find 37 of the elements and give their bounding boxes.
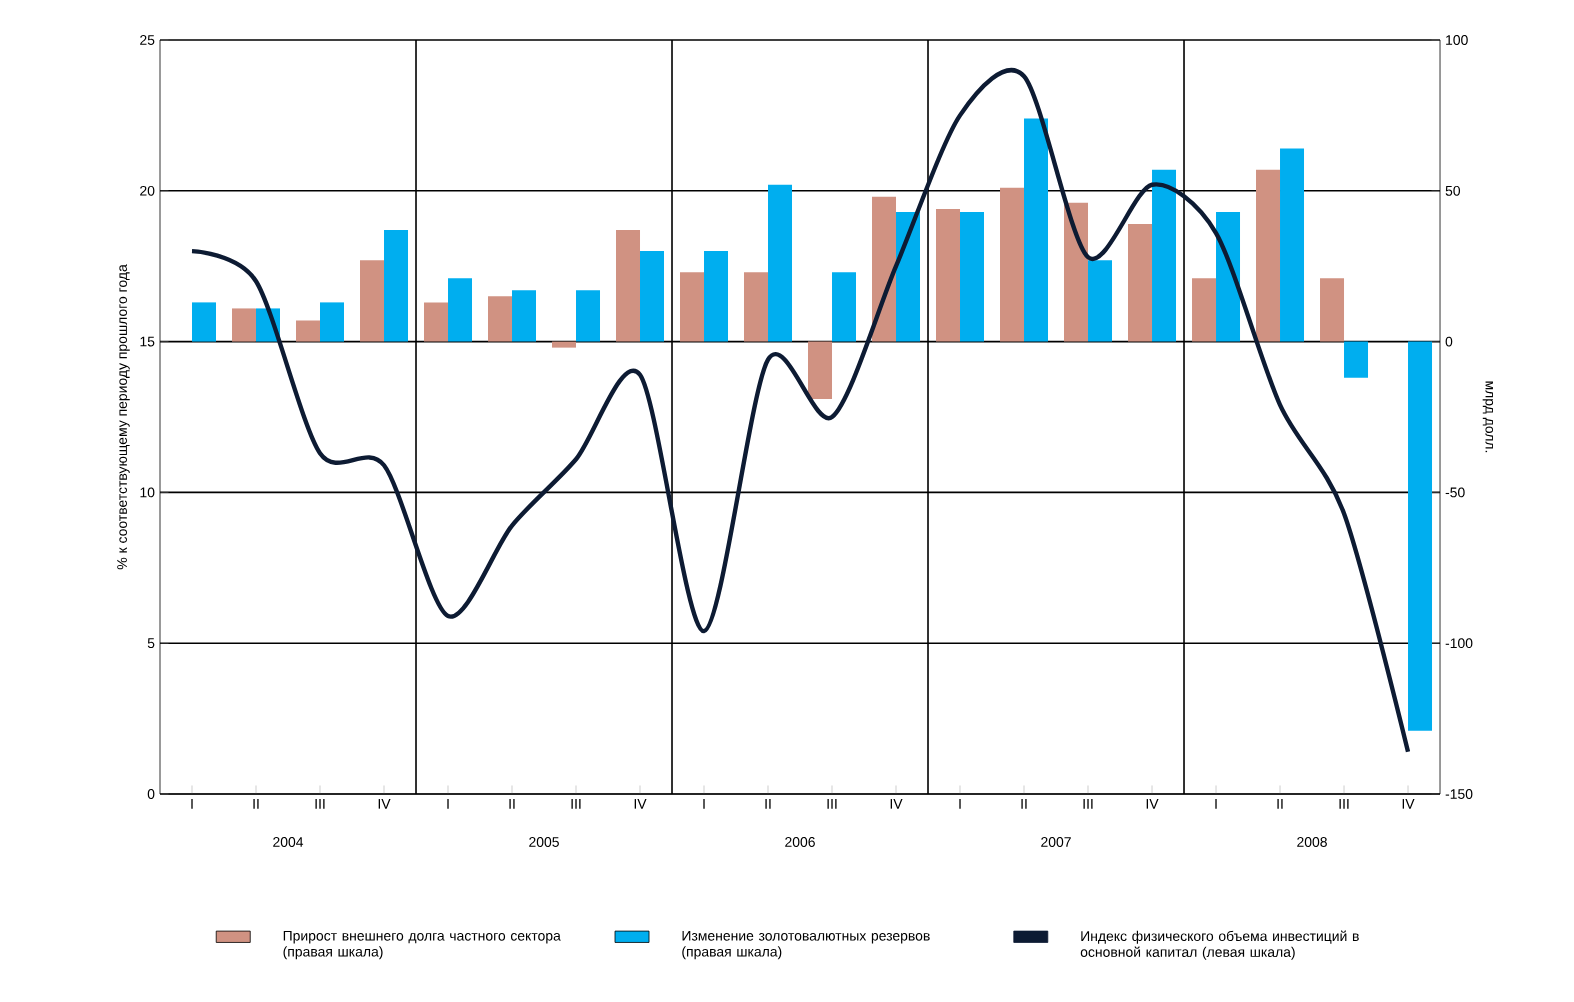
bar xyxy=(1320,278,1345,342)
bar xyxy=(1000,187,1025,342)
bar xyxy=(936,208,961,342)
bar xyxy=(640,251,665,342)
bar xyxy=(1024,118,1049,342)
bar xyxy=(1280,148,1305,342)
bar xyxy=(1256,169,1281,342)
bar xyxy=(360,260,385,342)
bar xyxy=(832,272,857,342)
bar xyxy=(192,302,216,342)
bar xyxy=(896,211,921,342)
bar xyxy=(1064,202,1089,342)
bar xyxy=(1408,341,1433,731)
bar xyxy=(552,341,577,348)
bar xyxy=(232,308,256,342)
bar xyxy=(296,320,320,342)
bar xyxy=(512,290,537,342)
bar xyxy=(680,272,705,342)
bar xyxy=(576,290,601,342)
bar xyxy=(488,296,513,342)
bar xyxy=(1152,169,1177,342)
bar xyxy=(1088,260,1113,342)
bar xyxy=(1128,223,1153,342)
bar xyxy=(960,211,985,342)
bar xyxy=(1344,341,1369,378)
bar xyxy=(872,196,897,342)
bar xyxy=(808,341,833,399)
bar xyxy=(448,278,473,342)
bar xyxy=(320,302,344,342)
bar xyxy=(704,251,729,342)
bar xyxy=(1216,211,1241,342)
bar xyxy=(616,230,641,342)
bar xyxy=(768,184,793,342)
bar xyxy=(744,272,769,342)
bar xyxy=(1192,278,1217,342)
bar xyxy=(384,230,409,342)
bar xyxy=(424,302,449,342)
